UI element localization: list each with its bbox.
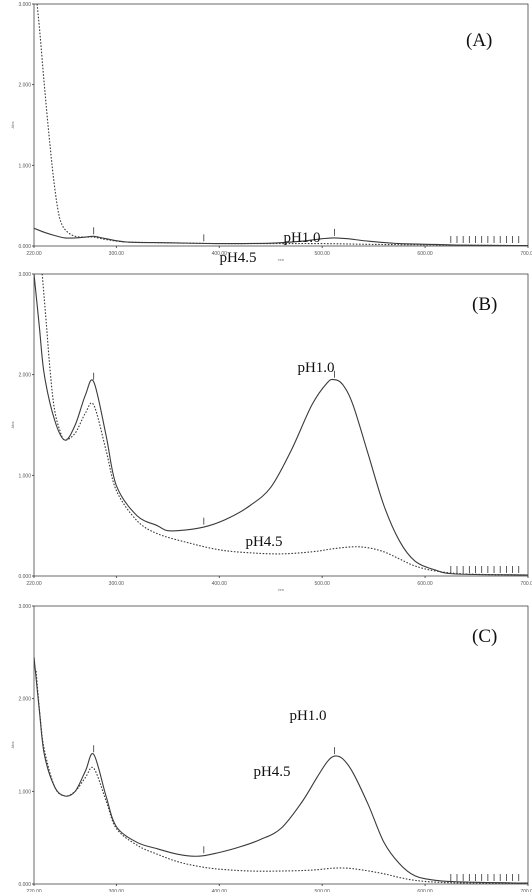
y-tick-label: 2.000	[18, 83, 31, 89]
x-tick-label: 500.00	[315, 581, 331, 587]
series-line-ph4-5	[35, 670, 528, 884]
series-line-ph1-0	[34, 274, 528, 576]
series-line-ph1-0	[34, 227, 528, 246]
y-tick-label: 0.000	[18, 574, 31, 580]
x-axis-label: nm	[278, 587, 284, 592]
y-tick-label: 2.000	[18, 697, 31, 703]
panel-label: (C)	[472, 626, 497, 647]
x-tick-label: 400.00	[212, 889, 228, 892]
series-label-ph1-0: pH1.0	[297, 360, 334, 376]
y-tick-label: 3.000	[18, 604, 31, 610]
series-label-ph4-5: pH4.5	[245, 534, 282, 550]
y-axis-label: Abs	[10, 422, 15, 429]
x-tick-label: 220.00	[26, 581, 42, 587]
plot-frame	[33, 3, 529, 247]
y-tick-label: 3.000	[18, 2, 31, 8]
y-axis-label: Abs	[10, 122, 15, 129]
y-tick-label: 3.000	[18, 272, 31, 278]
x-tick-label: 300.00	[109, 889, 125, 892]
panel-label: (A)	[466, 30, 492, 51]
x-tick-label: 600.00	[417, 581, 433, 587]
series-line-ph1-0	[34, 656, 528, 884]
y-tick-label: 1.000	[18, 473, 31, 479]
y-tick-label: 1.000	[18, 789, 31, 795]
series-label-ph4-5: pH4.5	[219, 250, 256, 266]
series-line-ph4-5	[36, 4, 528, 246]
plot-frame	[33, 273, 529, 577]
series-label-ph1-0: pH1.0	[283, 230, 320, 246]
x-tick-label: 500.00	[315, 251, 331, 257]
panel-b: 220.00 300.00 400.00 500.00 600.00 700.00 0.00…	[10, 272, 532, 592]
x-tick-label: 500.00	[315, 889, 331, 892]
x-tick-label: 400.00	[212, 251, 228, 257]
plot-frame	[33, 605, 529, 885]
x-tick-label: 400.00	[212, 581, 228, 587]
x-tick-label: 300.00	[109, 581, 125, 587]
x-tick-label: 600.00	[417, 889, 433, 892]
y-tick-label: 2.000	[18, 373, 31, 379]
y-axis-label: Abs	[10, 742, 15, 749]
panel-a: 220.00 300.00 400.00 500.00 600.00 700.00 0.00…	[10, 2, 532, 266]
x-tick-label: 220.00	[26, 251, 42, 257]
x-tick-label: 300.00	[109, 251, 125, 257]
y-tick-label: 1.000	[18, 163, 31, 169]
series-label-ph1-0: pH1.0	[289, 708, 326, 724]
x-tick-label: 700.00	[520, 889, 532, 892]
panel-c: 220.00 300.00 400.00 500.00 600.00 700.00 0.00…	[10, 604, 532, 892]
x-tick-label: 220.00	[26, 889, 42, 892]
x-axis-label: nm	[278, 257, 284, 262]
x-tick-label: 700.00	[520, 581, 532, 587]
y-tick-label: 0.000	[18, 244, 31, 250]
series-line-ph4-5	[41, 274, 528, 576]
x-tick-label: 600.00	[417, 251, 433, 257]
panel-label: (B)	[472, 294, 497, 315]
series-label-ph4-5: pH4.5	[253, 764, 290, 780]
y-tick-label: 0.000	[18, 882, 31, 888]
x-tick-label: 700.00	[520, 251, 532, 257]
